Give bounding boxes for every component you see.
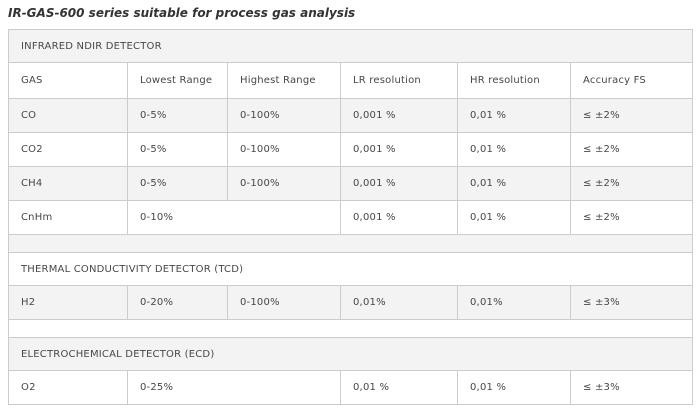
cell-lr-resolution: 0,001 % — [340, 166, 458, 201]
col-header-highest-range: Highest Range — [227, 62, 341, 99]
section-header-row-ndir: INFRARED NDIR DETECTOR — [7, 29, 694, 63]
cell-range-merged: 0-25% — [127, 370, 341, 405]
col-header-lowest-range: Lowest Range — [127, 62, 228, 99]
page-title: IR-GAS-600 series suitable for process g… — [8, 6, 356, 20]
table-row-cnhm: CnHm 0-10% 0,001 % 0,01 % ≤ ±2% — [8, 200, 694, 235]
cell-lr-resolution: 0,001 % — [340, 200, 458, 235]
section-header-row-ecd: ELECTROCHEMICAL DETECTOR (ECD) — [7, 337, 694, 371]
cell-accuracy-fs: ≤ ±2% — [569, 98, 694, 133]
spacer-row — [7, 234, 694, 253]
cell-gas: CH4 — [8, 166, 128, 201]
section-header-row-tcd: THERMAL CONDUCTIVITY DETECTOR (TCD) — [7, 252, 694, 286]
cell-lowest-range: 0-5% — [127, 98, 228, 133]
spec-table: INFRARED NDIR DETECTOR GAS Lowest Range … — [7, 29, 694, 405]
col-header-lr-resolution: LR resolution — [340, 62, 458, 99]
cell-gas: CO — [8, 98, 128, 133]
section-header-tcd: THERMAL CONDUCTIVITY DETECTOR (TCD) — [7, 252, 694, 286]
column-header-row: GAS Lowest Range Highest Range LR resolu… — [8, 62, 694, 99]
cell-accuracy-fs: ≤ ±3% — [569, 370, 694, 405]
cell-hr-resolution: 0,01 % — [457, 370, 571, 405]
col-header-gas: GAS — [8, 62, 128, 99]
cell-highest-range: 0-100% — [227, 166, 341, 201]
table-row-h2: H2 0-20% 0-100% 0,01% 0,01% ≤ ±3% — [8, 285, 694, 320]
cell-hr-resolution: 0,01 % — [457, 98, 571, 133]
cell-hr-resolution: 0,01 % — [457, 200, 571, 235]
cell-range-merged: 0-10% — [127, 200, 341, 235]
spacer-cell — [7, 234, 694, 253]
cell-lowest-range: 0-5% — [127, 166, 228, 201]
section-header-ndir: INFRARED NDIR DETECTOR — [7, 29, 694, 63]
cell-accuracy-fs: ≤ ±3% — [569, 285, 694, 320]
cell-lr-resolution: 0,001 % — [340, 98, 458, 133]
cell-lowest-range: 0-20% — [127, 285, 228, 320]
spacer-cell — [7, 319, 694, 338]
cell-lr-resolution: 0,001 % — [340, 132, 458, 167]
table-row-co: CO 0-5% 0-100% 0,001 % 0,01 % ≤ ±2% — [8, 98, 694, 133]
cell-gas: O2 — [8, 370, 128, 405]
page: IR-GAS-600 series suitable for process g… — [7, 6, 694, 405]
cell-hr-resolution: 0,01 % — [457, 132, 571, 167]
cell-highest-range: 0-100% — [227, 285, 341, 320]
section-header-ecd: ELECTROCHEMICAL DETECTOR (ECD) — [7, 337, 694, 371]
table-row-ch4: CH4 0-5% 0-100% 0,001 % 0,01 % ≤ ±2% — [8, 166, 694, 201]
cell-lr-resolution: 0,01 % — [340, 370, 458, 405]
cell-accuracy-fs: ≤ ±2% — [569, 166, 694, 201]
cell-highest-range: 0-100% — [227, 98, 341, 133]
col-header-accuracy-fs: Accuracy FS — [569, 62, 694, 99]
cell-lr-resolution: 0,01% — [340, 285, 458, 320]
cell-highest-range: 0-100% — [227, 132, 341, 167]
cell-hr-resolution: 0,01 % — [457, 166, 571, 201]
cell-lowest-range: 0-5% — [127, 132, 228, 167]
cell-gas: CnHm — [8, 200, 128, 235]
cell-gas: CO2 — [8, 132, 128, 167]
spacer-row — [7, 319, 694, 338]
col-header-hr-resolution: HR resolution — [457, 62, 571, 99]
table-row-co2: CO2 0-5% 0-100% 0,001 % 0,01 % ≤ ±2% — [8, 132, 694, 167]
cell-hr-resolution: 0,01% — [457, 285, 571, 320]
table-row-o2: O2 0-25% 0,01 % 0,01 % ≤ ±3% — [8, 370, 694, 405]
cell-gas: H2 — [8, 285, 128, 320]
cell-accuracy-fs: ≤ ±2% — [569, 200, 694, 235]
cell-accuracy-fs: ≤ ±2% — [569, 132, 694, 167]
